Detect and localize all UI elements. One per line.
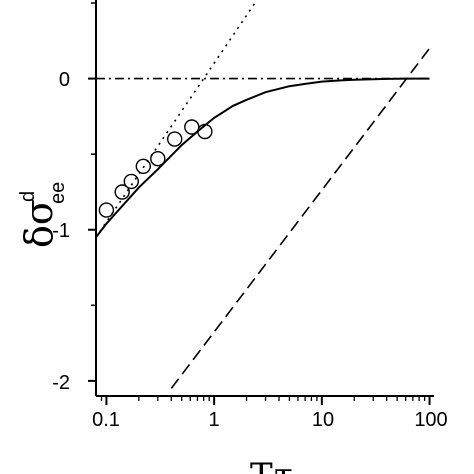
axes (95, 0, 434, 397)
data-point-5 (166, 131, 183, 147)
y-axis-label: δσ d ee (17, 182, 69, 248)
dashed-line (170, 47, 431, 389)
data-point-1 (114, 184, 130, 200)
x-tick-label-2: 10 (312, 409, 334, 431)
y-axis-label-subscript: ee (47, 182, 69, 204)
y-axis-label-main: δσ (17, 199, 61, 248)
y-tick-label-1: -1 (52, 220, 70, 242)
x-axis-label-main: T (250, 456, 273, 474)
y-tick-label-2: -2 (52, 372, 70, 394)
solid-line (96, 77, 430, 238)
dotted-line (96, 0, 258, 238)
y-tick-label-0: 0 (59, 69, 70, 91)
plot-area (96, 0, 431, 389)
x-tick-label-1: 1 (208, 409, 219, 431)
data-point-0 (98, 202, 115, 218)
data-point-4 (150, 150, 166, 167)
x-axis-label: T τ (250, 456, 293, 474)
ticks (88, 2, 431, 405)
x-tick-label-3: 100 (414, 409, 447, 431)
y-axis-label-superscript: d (17, 191, 39, 202)
x-tick-label-0: 0.1 (92, 409, 120, 431)
data-point-2 (123, 173, 140, 190)
x-axis-label-symbol: τ (274, 456, 293, 474)
